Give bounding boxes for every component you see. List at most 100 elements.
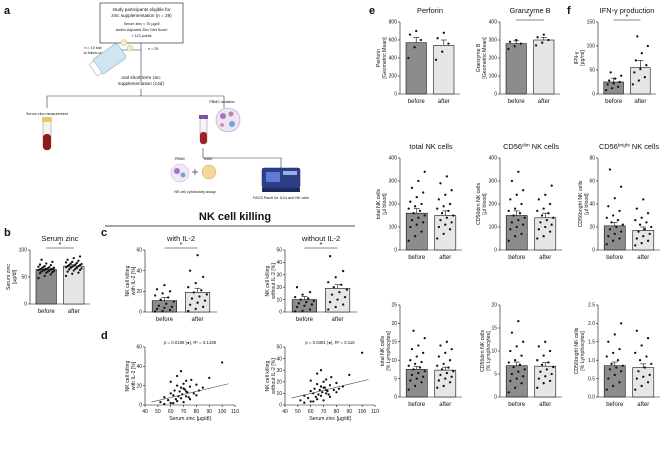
data-point-after xyxy=(340,283,343,286)
y-tick-label: 100 xyxy=(19,248,28,254)
data-point-before xyxy=(507,361,510,364)
data-point-before xyxy=(420,360,423,364)
chart-title: total NK cells xyxy=(409,142,452,151)
data-point-before xyxy=(418,209,422,213)
data-point-after xyxy=(328,300,332,304)
data-point-after xyxy=(196,301,199,304)
y-tick-label: 0.5 xyxy=(588,376,595,382)
scatter-point xyxy=(182,400,185,404)
data-point-after xyxy=(547,38,550,42)
data-point-after xyxy=(338,291,341,294)
chart-killing-with-il2: with IL-2 0 20 40 60 NK cell killing with IL-2… xyxy=(125,234,217,323)
y-tick-label: 100 xyxy=(489,74,498,80)
scatter-point xyxy=(309,379,312,382)
scatter-point xyxy=(360,351,364,354)
y-tick-label: 0 xyxy=(394,92,397,98)
data-point-before xyxy=(615,225,618,229)
y-axis-label: Granzyme B xyxy=(476,43,482,72)
data-point-before xyxy=(157,304,161,307)
y-tick-label: 60 xyxy=(136,345,142,351)
x-category-before: before xyxy=(508,99,526,105)
cells-petri-icon xyxy=(215,107,241,133)
data-point-after xyxy=(640,241,643,245)
data-point-before xyxy=(413,362,417,366)
data-point-before xyxy=(607,235,610,238)
data-point-after xyxy=(540,214,544,217)
data-point-before xyxy=(417,216,420,219)
scatter-point xyxy=(172,401,175,405)
data-point-before xyxy=(407,56,410,60)
chart-scatter-without-il2: 0 10 20 30 40 50 NK cell killing without IL-2 [… xyxy=(265,340,379,422)
data-point-after xyxy=(552,216,555,219)
bar-after xyxy=(534,365,557,398)
data-point-before xyxy=(608,228,612,231)
data-point-before xyxy=(153,294,157,297)
y-axis-label: [µl blood] xyxy=(584,193,590,215)
data-point-before xyxy=(409,379,412,382)
y-axis-label: CD56bright NK cells xyxy=(578,180,584,227)
bar-before xyxy=(505,43,527,95)
data-point-after xyxy=(643,76,646,79)
data-point-after xyxy=(80,267,83,270)
data-point-after xyxy=(444,223,447,226)
data-point-after xyxy=(78,255,82,258)
data-point-after xyxy=(550,184,553,187)
data-point-before xyxy=(618,348,621,351)
x-category-before: before xyxy=(156,317,174,323)
y-axis-label: CD56dim NK cells xyxy=(480,330,486,372)
scatter-point xyxy=(318,388,321,392)
bar-after xyxy=(533,39,555,95)
data-point-before xyxy=(51,260,54,264)
data-point-before xyxy=(613,232,616,236)
y-tick-label: 0 xyxy=(279,403,282,409)
x-category-before: before xyxy=(508,402,526,408)
data-point-after xyxy=(635,377,639,380)
x-category-after: after xyxy=(439,402,451,408)
x-tick-label: 110 xyxy=(371,409,379,415)
panel-label-a: a xyxy=(4,5,11,17)
y-tick-label: 200 xyxy=(389,74,398,80)
chart-total-nk-blood: total NK cells 0 100 200 300 400 total NK cell… xyxy=(376,142,462,261)
scatter-point xyxy=(312,400,315,403)
data-point-before xyxy=(510,221,514,224)
y-axis-label: [% Lymphocytes] xyxy=(486,331,492,371)
x-category-before: before xyxy=(38,309,56,315)
data-point-before xyxy=(512,214,515,217)
scatter-point xyxy=(314,395,318,399)
y-tick-label: 300 xyxy=(489,38,498,44)
data-point-after xyxy=(452,214,455,217)
x-category-after: after xyxy=(539,402,551,408)
y-tick-label: 60 xyxy=(589,179,595,185)
data-point-before xyxy=(413,205,417,208)
chart-cd56bright-lymph: 0.0 0.5 1.0 1.5 2.0 2.5 CD56bright NK cells [% … xyxy=(574,303,660,408)
y-axis-label: with IL-2 [%] xyxy=(131,266,137,295)
data-point-before xyxy=(517,370,520,373)
y-axis-label: NK cell killing xyxy=(265,360,271,391)
data-point-before xyxy=(413,384,417,388)
y-tick-label: 0 xyxy=(592,248,595,254)
data-point-before xyxy=(520,232,523,236)
flow-pbmc-isolation: PBMC isolation xyxy=(209,100,234,104)
y-axis-label: [% Lymphocytes] xyxy=(386,331,392,371)
flow-box-line-5: < 113 points xyxy=(132,34,152,38)
y-axis-label: [µl blood] xyxy=(482,193,488,215)
data-point-before xyxy=(619,322,623,325)
data-point-before xyxy=(408,33,412,36)
data-point-before xyxy=(523,368,526,371)
data-point-before xyxy=(611,239,615,242)
data-point-after xyxy=(534,44,538,47)
scatter-point xyxy=(159,400,162,404)
data-point-after xyxy=(437,198,441,201)
y-tick-label: 1.5 xyxy=(588,340,595,346)
scatter-point xyxy=(175,399,179,403)
data-point-after xyxy=(650,362,653,366)
data-point-after xyxy=(541,41,544,44)
data-point-after xyxy=(198,295,201,298)
scatter-point xyxy=(184,379,188,382)
flow-box-line-2: zinc supplementation (n = 39) xyxy=(111,13,172,18)
data-point-after xyxy=(188,303,192,306)
data-point-after xyxy=(542,354,545,357)
significance-star: * xyxy=(626,12,629,21)
data-point-after xyxy=(442,31,445,34)
data-point-after xyxy=(634,218,637,222)
